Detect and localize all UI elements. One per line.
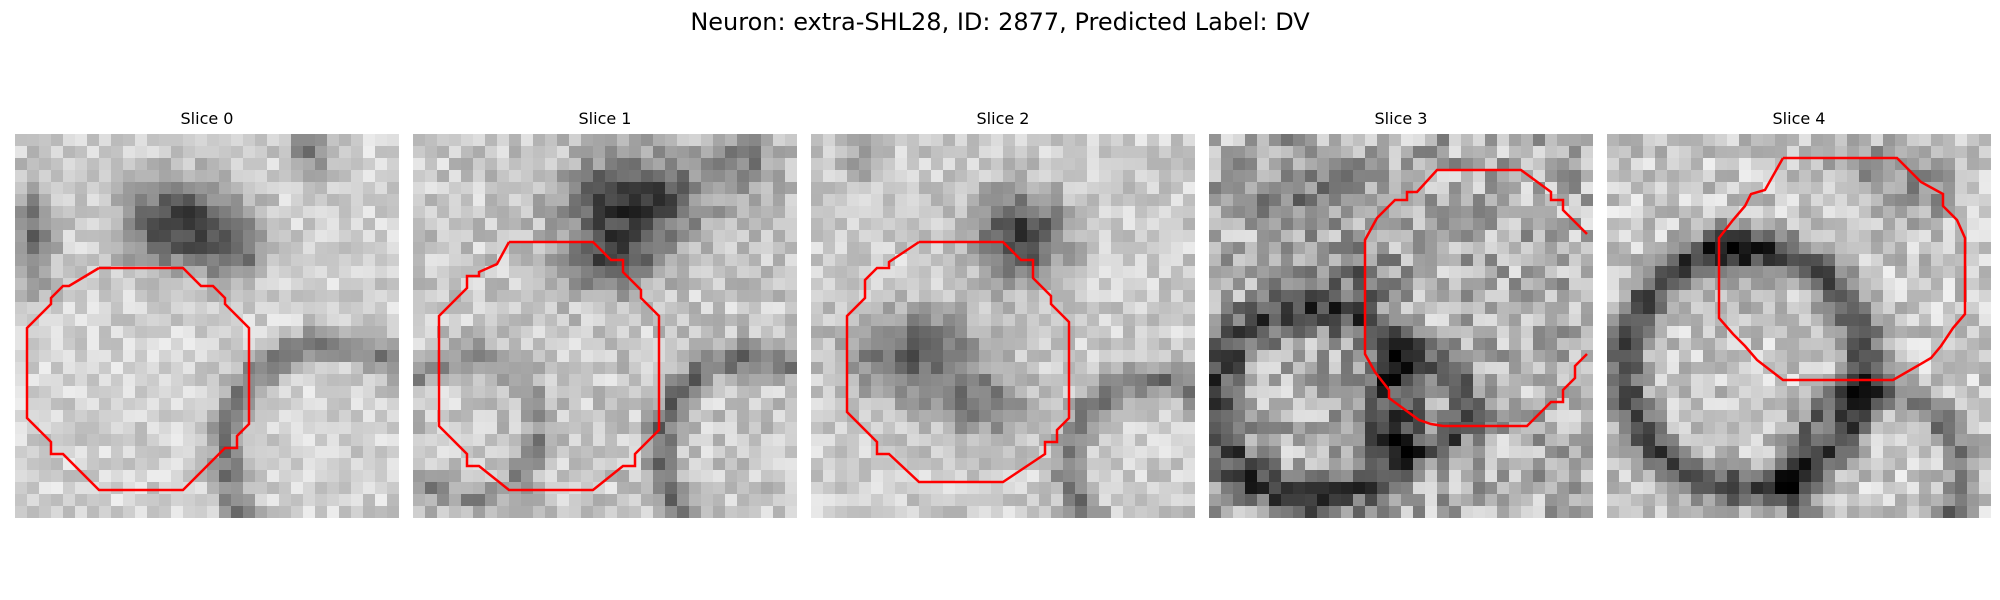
contour-line — [25, 266, 251, 492]
slice-panel-1: Slice 1 — [413, 108, 797, 518]
slice-title: Slice 4 — [1772, 109, 1826, 128]
slice-title: Slice 3 — [1374, 109, 1428, 128]
slice-panel-2: Slice 2 — [811, 108, 1195, 518]
em-image — [1607, 134, 1991, 518]
slice-panel-0: Slice 0 — [15, 108, 399, 518]
grayscale-image — [413, 134, 797, 518]
grayscale-image — [1209, 134, 1593, 518]
grayscale-image — [1607, 134, 1991, 518]
slice-title: Slice 1 — [578, 109, 632, 128]
roi-contour — [437, 240, 661, 492]
em-image — [15, 134, 399, 518]
slice-title: Slice 0 — [180, 109, 234, 128]
roi-contour — [845, 240, 1071, 484]
em-image — [811, 134, 1195, 518]
roi-contour — [25, 266, 251, 492]
slice-panel-3: Slice 3 — [1209, 108, 1593, 518]
grayscale-image — [811, 134, 1195, 518]
contour-line — [1363, 168, 1588, 428]
slice-panel-4: Slice 4 — [1607, 108, 1991, 518]
em-image — [1209, 134, 1593, 518]
roi-contour — [1363, 168, 1588, 428]
roi-contour — [1717, 156, 1967, 382]
contour-line — [437, 240, 661, 492]
contour-line — [1717, 156, 1967, 382]
figure-title: Neuron: extra-SHL28, ID: 2877, Predicted… — [690, 8, 1310, 36]
em-image — [413, 134, 797, 518]
grayscale-image — [15, 134, 399, 518]
slice-title: Slice 2 — [976, 109, 1030, 128]
contour-line — [845, 240, 1071, 484]
